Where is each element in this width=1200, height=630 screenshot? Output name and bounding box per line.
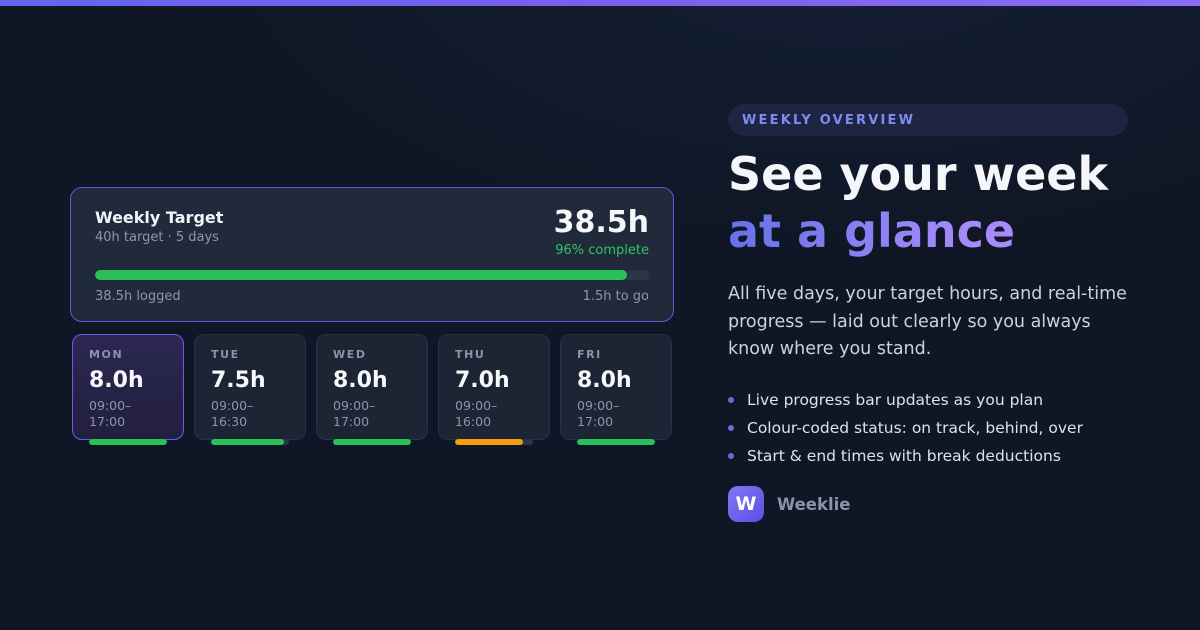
bullet-item: Start & end times with break deductions [728,442,1138,470]
day-time-range: 09:00–17:00 [333,398,376,429]
day-label: WED [333,348,367,361]
day-time-range: 09:00–16:30 [211,398,254,429]
day-time-range: 09:00–17:00 [89,398,132,429]
weekly-progress-fill [95,270,627,280]
weeklie-logo-letter: W [735,493,757,515]
day-card-mon[interactable]: MON 8.0h 09:00–17:00 [72,334,184,445]
day-label: TUE [211,348,240,361]
brand-name: Weeklie [777,494,851,514]
day-progress-track [577,439,655,445]
weekly-target-titles: Weekly Target 40h target · 5 days [95,207,223,247]
bullet-text: Colour-coded status: on track, behind, o… [747,419,1083,437]
bullet-dot-icon [728,425,734,431]
bullet-dot-icon [728,453,734,459]
day-progress-fill [333,439,411,445]
bullet-item: Live progress bar updates as you plan [728,386,1138,414]
day-progress-track [333,439,411,445]
weekly-overview-badge-label: WEEKLY OVERVIEW [742,112,916,128]
day-progress-track [455,439,533,445]
day-time-range: 09:00–16:00 [455,398,498,429]
total-hours-value: 38.5h [553,205,649,240]
logged-hours-label: 38.5h logged [95,289,181,304]
headline: See your week at a glance [728,146,1168,260]
brand-row: W Weeklie [728,486,850,522]
description-text: All five days, your target hours, and re… [728,284,1127,359]
bullet-text: Live progress bar updates as you plan [747,391,1044,409]
weekly-overview-badge: WEEKLY OVERVIEW [728,104,1128,136]
weekly-target-card: Weekly Target 40h target · 5 days 38.5h … [70,187,674,322]
weekly-target-header: Weekly Target 40h target · 5 days 38.5h … [95,207,649,260]
remaining-hours-label: 1.5h to go [582,289,649,304]
day-hours: 7.5h [211,368,266,393]
weekly-target-subtitle: 40h target · 5 days [95,230,219,245]
day-progress-fill [89,439,167,445]
day-card-wed[interactable]: WED 8.0h 09:00–17:00 [316,334,428,445]
bullet-text: Start & end times with break deductions [747,447,1061,465]
day-label: FRI [577,348,602,361]
day-hours: 7.0h [455,368,510,393]
weekly-target-title: Weekly Target [95,208,224,227]
day-progress-track [89,439,167,445]
day-card-tue[interactable]: TUE 7.5h 09:00–16:30 [194,334,306,445]
day-card-thu[interactable]: THU 7.0h 09:00–16:00 [438,334,550,445]
day-progress-fill [211,439,285,445]
day-progress-fill [577,439,655,445]
weeklie-logo-icon: W [728,486,764,522]
top-accent-bar [0,0,1200,6]
weekly-target-footer: 38.5h logged 1.5h to go [95,289,649,304]
day-hours: 8.0h [577,368,632,393]
percent-complete-label: 96% complete [555,243,649,258]
day-progress-track [211,439,289,445]
weekly-progress-track [95,270,649,280]
day-hours: 8.0h [89,368,144,393]
headline-line1: See your week [728,147,1109,201]
day-card-fri[interactable]: FRI 8.0h 09:00–17:00 [560,334,672,445]
feature-bullet-list: Live progress bar updates as you plan Co… [728,386,1138,470]
day-hours: 8.0h [333,368,388,393]
bullet-dot-icon [728,397,734,403]
day-label: MON [89,348,124,361]
day-progress-fill [455,439,523,445]
weekly-target-totals: 38.5h 96% complete [554,207,649,260]
day-label: THU [455,348,486,361]
bullet-item: Colour-coded status: on track, behind, o… [728,414,1138,442]
headline-line2: at a glance [728,204,1016,258]
day-time-range: 09:00–17:00 [577,398,620,429]
